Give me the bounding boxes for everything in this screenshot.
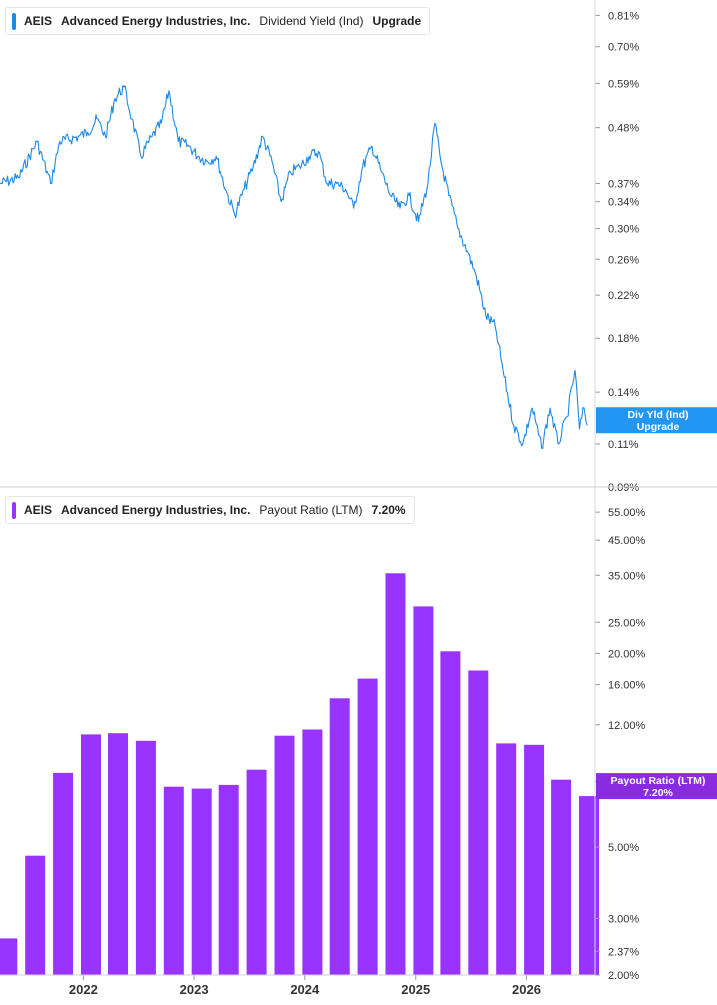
y-tick-label: 0.59% (608, 78, 639, 90)
payout-ratio-y-axis: 55.00% 45.00% 35.00% 25.00% 20.00% 16.00% 12.0… (595, 507, 646, 982)
payout-ratio-bar (551, 779, 572, 975)
y-tick-label: 0.37% (608, 179, 639, 191)
y-tick-label: 16.00% (608, 680, 646, 692)
y-tick-label: 0.22% (608, 290, 639, 302)
y-tick-label: 0.70% (608, 42, 639, 54)
payout-ratio-bar (496, 743, 517, 975)
y-tick-label: 0.26% (608, 254, 639, 266)
legend-upgrade-link[interactable]: Upgrade (372, 14, 422, 28)
dividend-yield-y-axis: 0.81% 0.70% 0.59% 0.48% 0.37% 0.34% 0.30% 0.26%… (595, 10, 639, 494)
y-tick-label: 0.34% (608, 197, 639, 209)
legend-company-name: Advanced Energy Industries, Inc. (61, 14, 251, 28)
x-tick-label: 2023 (180, 982, 209, 997)
payout-ratio-bar (579, 796, 599, 975)
end-labels: Div Yld (Ind)Upgrade Payout Ratio (LTM)7.… (596, 407, 717, 800)
y-tick-label: 0.09% (608, 482, 639, 494)
payout-ratio-bar (108, 733, 128, 975)
x-tick-label: 2022 (69, 982, 98, 997)
x-tick-label: 2026 (512, 982, 541, 997)
payout-ratio-plot (0, 573, 599, 975)
payout-ratio-end-label: Payout Ratio (LTM)7.20% (596, 773, 717, 800)
payout-ratio-bar (246, 769, 267, 975)
legend-ticker: AEIS (24, 14, 53, 28)
y-tick-label: 20.00% (608, 648, 646, 660)
payout-ratio-bar (274, 735, 295, 975)
payout-ratio-legend[interactable]: AEIS Advanced Energy Industries, Inc. Pa… (5, 496, 415, 524)
payout-ratio-bar (25, 855, 46, 975)
dividend-yield-end-label-line1: Div Yld (Ind) (627, 409, 688, 421)
dividend-yield-plot (0, 85, 588, 450)
y-tick-label: 0.11% (608, 439, 639, 451)
payout-ratio-bar (0, 938, 18, 975)
payout-ratio-end-label-line1: Payout Ratio (LTM) (611, 775, 706, 787)
payout-ratio-bar (468, 670, 489, 975)
payout-ratio-bar (329, 698, 350, 975)
payout-ratio-bar (357, 678, 378, 975)
dividend-yield-end-label-background (596, 407, 717, 434)
y-tick-label: 2.00% (608, 970, 639, 982)
y-tick-label: 0.14% (608, 387, 639, 399)
payout-ratio-end-label-background (596, 773, 717, 800)
y-tick-label: 55.00% (608, 507, 646, 519)
dividend-yield-legend[interactable]: AEIS Advanced Energy Industries, Inc. Di… (5, 7, 431, 35)
dividend-yield-legend-swatch (12, 12, 16, 30)
y-tick-label: 2.37% (608, 946, 639, 958)
legend-metric-name: Payout Ratio (LTM) (259, 503, 363, 517)
legend-metric-value: 7.20% (371, 503, 406, 517)
payout-ratio-bar (163, 786, 184, 975)
y-tick-label: 0.18% (608, 333, 639, 345)
dividend-yield-line (0, 85, 588, 450)
payout-ratio-bar (191, 788, 212, 975)
dividend-yield-end-label-line2: Upgrade (637, 421, 680, 433)
payout-ratio-bar (440, 651, 461, 975)
payout-ratio-bar (53, 772, 74, 975)
payout-ratio-bar (135, 740, 156, 975)
payout-ratio-bar (302, 729, 323, 975)
y-tick-label: 0.48% (608, 123, 639, 135)
payout-ratio-bar (218, 784, 239, 975)
y-tick-label: 0.81% (608, 10, 639, 22)
payout-ratio-legend-swatch (12, 501, 16, 519)
y-tick-label: 0.30% (608, 224, 639, 236)
x-tick-label: 2024 (290, 982, 320, 997)
x-axis: 2022 2023 2024 2025 2026 (69, 975, 541, 997)
x-tick-label: 2025 (401, 982, 430, 997)
payout-ratio-bar (413, 606, 434, 975)
y-tick-label: 5.00% (608, 842, 639, 854)
payout-ratio-bar (385, 573, 406, 975)
legend-metric-name: Dividend Yield (Ind) (259, 14, 364, 28)
y-tick-label: 12.00% (608, 720, 646, 732)
dividend-yield-end-label: Div Yld (Ind)Upgrade (596, 407, 717, 434)
legend-company-name: Advanced Energy Industries, Inc. (61, 503, 251, 517)
y-tick-label: 45.00% (608, 535, 646, 547)
legend-ticker: AEIS (24, 503, 53, 517)
y-tick-label: 3.00% (608, 913, 639, 925)
y-tick-label: 35.00% (608, 570, 646, 582)
payout-ratio-bar (81, 734, 101, 975)
payout-ratio-end-label-line2: 7.20% (643, 787, 673, 799)
payout-ratio-bar (524, 744, 545, 975)
y-tick-label: 25.00% (608, 617, 646, 629)
